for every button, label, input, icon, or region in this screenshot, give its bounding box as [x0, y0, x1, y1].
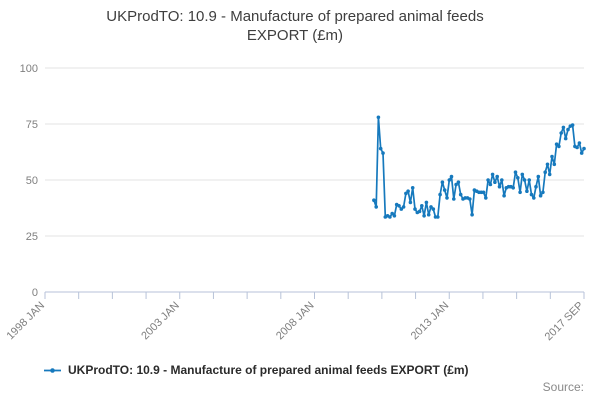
series-point [458, 192, 463, 197]
y-tick-label: 0 [32, 287, 38, 299]
series-point [570, 123, 575, 127]
legend-item[interactable]: UKProdTO: 10.9 - Manufacture of prepared… [44, 363, 469, 377]
series-point [454, 182, 458, 187]
series-point [541, 190, 545, 195]
series-point [429, 205, 433, 209]
series-point [456, 180, 461, 184]
series-point [392, 214, 397, 218]
series-point [495, 174, 500, 179]
series-point [404, 191, 408, 196]
series-point [378, 146, 383, 151]
series-point [559, 131, 563, 135]
series-point [582, 146, 586, 151]
series-point [376, 115, 381, 120]
series-point [381, 151, 385, 155]
series-point [563, 136, 568, 141]
series-point [486, 178, 490, 182]
series-point [390, 211, 395, 216]
series-point [545, 162, 550, 167]
series-point [534, 184, 538, 189]
chart-title-line2: EXPORT (£m) [246, 27, 344, 44]
series-point [529, 192, 534, 197]
series-point [554, 142, 559, 146]
series-point [447, 178, 452, 182]
series-point [438, 192, 442, 197]
series-point [497, 184, 502, 189]
chart-title-line1: UKProdTO: 10.9 - Manufacture of prepared… [106, 8, 484, 25]
source-label: Source: [542, 380, 584, 394]
series-point [516, 176, 520, 180]
legend-label: UKProdTO: 10.9 - Manufacture of prepared… [68, 363, 469, 377]
y-tick-label: 25 [26, 231, 38, 243]
series-point [426, 212, 431, 217]
series-point [417, 209, 422, 214]
series-point [522, 178, 527, 182]
series-point [518, 190, 522, 195]
legend-line-marker-icon [44, 367, 61, 373]
series-point [445, 196, 449, 200]
series-point [493, 180, 497, 184]
series-point [557, 144, 561, 149]
series-point [413, 207, 417, 211]
x-tick-label: 2003 JAN [139, 300, 182, 343]
series-point [374, 205, 379, 209]
series-point [449, 174, 454, 179]
x-tick-label: 2008 JAN [274, 300, 317, 343]
series-point [410, 186, 415, 190]
y-tick-label: 50 [26, 175, 38, 187]
series-point [538, 193, 543, 198]
series-point [484, 196, 488, 200]
x-tick-label: 2013 JAN [409, 300, 452, 343]
x-tick-label: 1998 JAN [4, 300, 47, 343]
series-point [532, 196, 536, 200]
series-point [481, 190, 486, 195]
series-point [577, 141, 582, 145]
series-point [408, 200, 413, 205]
series-point [502, 193, 506, 198]
series-point [452, 197, 456, 201]
legend: UKProdTO: 10.9 - Manufacture of prepared… [44, 363, 590, 377]
series-point [422, 214, 426, 218]
series-point [536, 174, 541, 179]
series-point [436, 215, 440, 219]
series-point [490, 172, 495, 177]
series-point [424, 200, 429, 205]
series-point [575, 145, 579, 150]
series-point [470, 212, 474, 217]
series-point [401, 205, 406, 209]
series-point [520, 172, 525, 177]
y-tick-label: 100 [20, 63, 38, 75]
series-point [525, 189, 529, 193]
series-point [488, 182, 493, 187]
series-point [527, 178, 531, 182]
chart-title: UKProdTO: 10.9 - Manufacture of prepared… [0, 7, 590, 45]
series-point [399, 207, 404, 211]
series-point [406, 189, 410, 193]
series-point [440, 180, 445, 184]
series-point [500, 178, 504, 182]
series-point [511, 186, 515, 190]
series-point [579, 151, 584, 155]
series-point [543, 170, 547, 174]
y-tick-label: 75 [26, 119, 38, 131]
series-point [547, 172, 552, 177]
series-point [513, 170, 518, 174]
series-point [372, 198, 376, 202]
series-point [420, 204, 424, 208]
series-line [373, 116, 585, 218]
series-point [550, 154, 554, 159]
series-point [442, 188, 447, 192]
series-point [397, 204, 401, 208]
series-point [468, 197, 472, 201]
series-point [431, 207, 436, 211]
series-point [561, 125, 566, 130]
x-tick-label: 2017 SEP [543, 300, 587, 344]
series-point [566, 127, 570, 132]
series-point [388, 215, 392, 219]
series-point [552, 162, 557, 167]
